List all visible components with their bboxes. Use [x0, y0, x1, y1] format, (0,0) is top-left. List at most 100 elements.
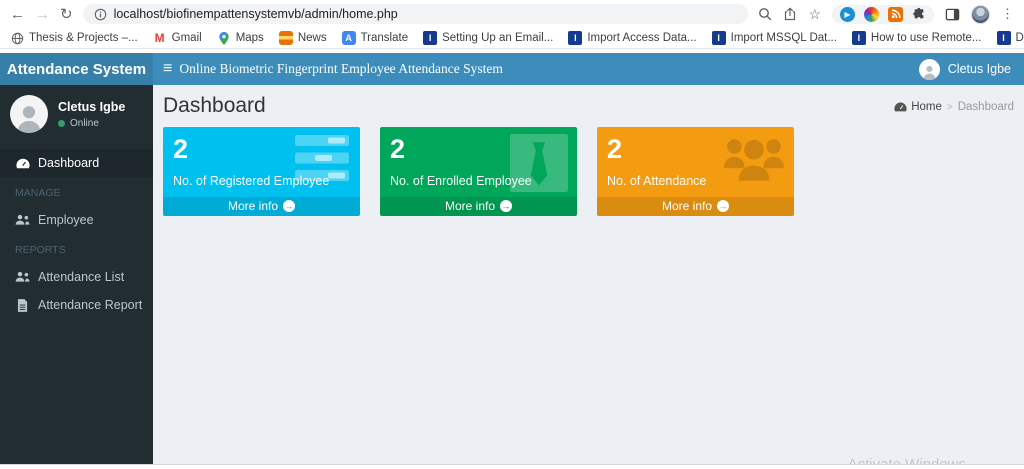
- bookmark-label: Setting Up an Email...: [442, 32, 554, 44]
- sidebar-user-panel: Cletus Igbe Online: [0, 85, 153, 143]
- sidebar-item-label: Employee: [38, 213, 94, 227]
- info-box-value: 2: [390, 134, 406, 164]
- rss-extension-icon[interactable]: [888, 6, 903, 22]
- info-box-label: No. of Enrolled Employee: [390, 174, 532, 188]
- breadcrumb-separator: >: [946, 101, 953, 113]
- bookmark-item[interactable]: Thesis & Projects –...: [10, 31, 138, 45]
- maps-pin-icon: [217, 31, 231, 45]
- sidebar-section-manage: MANAGE: [15, 187, 61, 199]
- reload-icon[interactable]: ↻: [60, 5, 73, 23]
- sidebar-item-label: Attendance Report: [38, 298, 143, 312]
- ionos-icon: I: [423, 31, 438, 45]
- page-info-icon[interactable]: [94, 8, 107, 21]
- user-avatar: [10, 95, 48, 133]
- bookmark-item[interactable]: A Translate: [341, 31, 409, 45]
- gmail-icon: M: [154, 31, 165, 45]
- browser-profile-avatar[interactable]: [971, 4, 990, 24]
- sidebar-item-dashboard[interactable]: Dashboard: [0, 149, 153, 177]
- breadcrumb-home-link[interactable]: Home: [894, 101, 942, 113]
- bookmark-item[interactable]: Maps: [217, 31, 264, 45]
- app-header: Attendance System ≡ Online Biometric Fin…: [0, 53, 1024, 85]
- info-box-label: No. of Registered Employee: [173, 174, 330, 188]
- translate-icon: A: [341, 31, 356, 45]
- bookmark-item[interactable]: I Import Access Data...: [568, 31, 697, 45]
- bookmark-label: Translate: [360, 32, 409, 44]
- status-label: Online: [70, 117, 99, 129]
- bookmark-label: Import MSSQL Dat...: [730, 32, 837, 44]
- sidebar-item-employee[interactable]: Employee: [0, 206, 153, 234]
- tasks-icon: [295, 134, 351, 182]
- bookmark-item[interactable]: I Import MSSQL Dat...: [711, 31, 837, 45]
- brand-logo[interactable]: Attendance System: [0, 53, 153, 85]
- info-box-inner: 2 No. of Registered Employee: [163, 127, 360, 197]
- url-text[interactable]: localhost/biofinempattensystemvb/admin/h…: [113, 7, 398, 21]
- dashboard-icon: [15, 158, 30, 169]
- info-box-inner: 2 No. of Attendance: [597, 127, 794, 197]
- more-info-link[interactable]: More info →: [597, 197, 794, 216]
- bookmark-label: News: [297, 32, 327, 44]
- browser-menu-icon[interactable]: ⋮: [1001, 6, 1014, 21]
- info-box-value: 2: [607, 134, 623, 164]
- sidebar-section-reports: REPORTS: [15, 244, 66, 256]
- browser-toolbar: ← → ↻ localhost/biofinempattensystemvb/a…: [0, 0, 1024, 28]
- navbar-user-menu[interactable]: Cletus Igbe: [906, 53, 1024, 85]
- info-box-label: No. of Attendance: [607, 174, 707, 188]
- forward-icon[interactable]: →: [35, 5, 50, 23]
- more-info-link[interactable]: More info →: [163, 197, 360, 216]
- more-info-link[interactable]: More info →: [380, 197, 577, 216]
- page-footer: [0, 464, 1024, 469]
- puzzle-extensions-icon[interactable]: [912, 7, 926, 21]
- search-icon[interactable]: [758, 7, 772, 21]
- arrow-circle-right-icon: →: [500, 200, 513, 212]
- bookmark-label: Maps: [235, 32, 264, 44]
- extensions-pill: ▶: [832, 4, 934, 24]
- side-panel-icon[interactable]: [945, 7, 960, 22]
- bookmark-item[interactable]: News: [278, 31, 327, 45]
- ionos-icon: I: [568, 31, 583, 45]
- bookmark-item[interactable]: I How to use Remote...: [851, 31, 982, 45]
- file-text-icon: [15, 298, 30, 312]
- online-status-icon: [58, 119, 65, 127]
- ionos-icon: I: [711, 31, 726, 45]
- more-info-label: More info: [227, 199, 279, 213]
- info-box-inner: 2 No. of Enrolled Employee: [380, 127, 577, 197]
- breadcrumb-current: Dashboard: [957, 101, 1014, 113]
- home-dashboard-icon: [894, 102, 907, 112]
- sidebar: Cletus Igbe Online Dashboard MANAGE Empl…: [0, 85, 153, 464]
- bookmark-item[interactable]: M Gmail: [153, 31, 202, 45]
- share-icon[interactable]: [783, 7, 797, 21]
- users-group-icon: [723, 134, 785, 188]
- page-title: Dashboard: [163, 94, 266, 117]
- breadcrumb: Home > Dashboard: [894, 101, 1014, 113]
- arrow-circle-right-icon: →: [283, 200, 296, 212]
- back-icon[interactable]: ←: [10, 5, 25, 23]
- sidebar-toggle-icon[interactable]: ≡: [163, 60, 173, 77]
- ionos-icon: I: [851, 31, 866, 45]
- sidebar-user-status: Online: [58, 118, 125, 129]
- extension-colorwheel-icon[interactable]: [864, 6, 879, 22]
- sidebar-user-name: Cletus Igbe: [58, 99, 126, 114]
- sidebar-item-attendance-list[interactable]: Attendance List: [0, 263, 153, 291]
- bookmark-item[interactable]: I Setting Up an Email...: [423, 31, 553, 45]
- top-navbar: ≡ Online Biometric Fingerprint Employee …: [153, 53, 1024, 85]
- user-avatar: [918, 58, 940, 80]
- globe-icon: [10, 31, 24, 45]
- bookmark-label: Thesis & Projects –...: [29, 32, 138, 44]
- sidebar-item-attendance-report[interactable]: Attendance Report: [0, 291, 153, 319]
- users-icon: [15, 271, 30, 283]
- extension-blue-icon[interactable]: ▶: [840, 6, 855, 22]
- bookmark-label: Domain Transfer | F...: [1015, 32, 1024, 44]
- ionos-icon: I: [996, 31, 1011, 45]
- sidebar-menu: Dashboard MANAGE Employee REPORTS Attend…: [0, 149, 153, 319]
- black-tie-icon: [510, 134, 568, 192]
- sidebar-item-label: Attendance List: [38, 270, 125, 284]
- more-info-label: More info: [661, 199, 713, 213]
- users-icon: [15, 214, 30, 226]
- address-bar[interactable]: localhost/biofinempattensystemvb/admin/h…: [82, 4, 749, 24]
- info-box-value: 2: [173, 134, 189, 164]
- bookmark-item[interactable]: I Domain Transfer | F...: [996, 31, 1024, 45]
- bookmark-star-icon[interactable]: ☆: [808, 6, 821, 22]
- bookmark-label: How to use Remote...: [870, 32, 982, 44]
- info-box-attendance: 2 No. of Attendance More info →: [597, 127, 794, 216]
